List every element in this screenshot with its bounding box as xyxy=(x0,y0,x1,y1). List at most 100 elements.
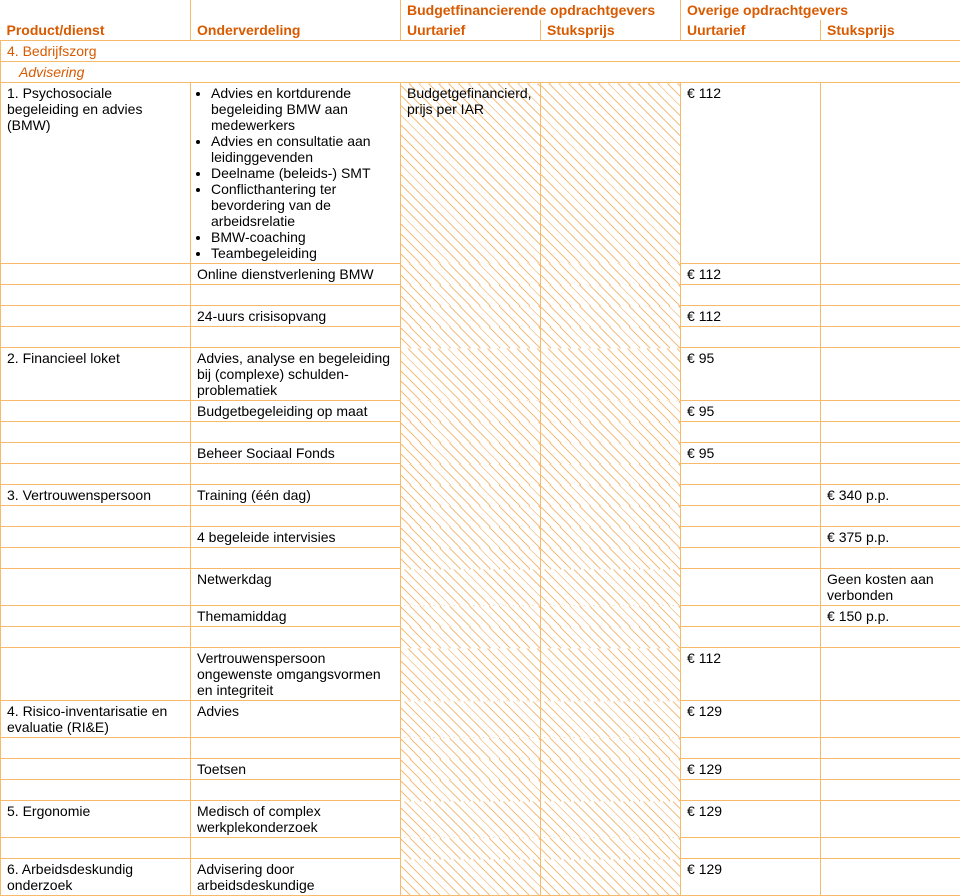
cell-product: 6. Arbeidsdeskundig onderzoek xyxy=(1,859,191,896)
cell-overige-uurtarief: € 95 xyxy=(681,401,821,422)
cell-budget-uurtarief xyxy=(401,327,541,348)
cell-budget-uurtarief xyxy=(401,485,541,506)
table-row: Themamiddag € 150 p.p. xyxy=(1,606,960,627)
cell-overige-uurtarief xyxy=(681,838,821,859)
cell-onderverdeling: 24-uurs crisisopvang xyxy=(191,306,401,327)
cell-overige-stuksprijs xyxy=(821,759,960,780)
table-row xyxy=(1,838,960,859)
cell-overige-stuksprijs xyxy=(821,464,960,485)
cell-product: 1. Psychosociale begeleiding en advies (… xyxy=(1,83,191,264)
cell-overige-stuksprijs xyxy=(821,348,960,401)
cell-overige-uurtarief xyxy=(681,627,821,648)
cell-onderverdeling: Advies xyxy=(191,701,401,738)
cell-overige-uurtarief xyxy=(681,569,821,606)
cell-overige-stuksprijs xyxy=(821,859,960,896)
cell-budget-uurtarief xyxy=(401,464,541,485)
cell-budget-stuksprijs xyxy=(541,306,681,327)
table-row: 2. Financieel loket Advies, analyse en b… xyxy=(1,348,960,401)
cell-overige-uurtarief: € 129 xyxy=(681,801,821,838)
cell-overige-uurtarief: € 112 xyxy=(681,306,821,327)
cell-budget-stuksprijs xyxy=(541,285,681,306)
cell-product xyxy=(1,264,191,285)
cell-budget-uurtarief xyxy=(401,401,541,422)
table-row xyxy=(1,780,960,801)
table-row: Toetsen € 129 xyxy=(1,759,960,780)
cell-product xyxy=(1,569,191,606)
cell-budget-uurtarief xyxy=(401,606,541,627)
cell-overige-stuksprijs xyxy=(821,306,960,327)
cell-onderverdeling xyxy=(191,422,401,443)
cell-onderverdeling: Advisering door arbeidsdeskundige xyxy=(191,859,401,896)
table-row: 6. Arbeidsdeskundig onderzoek Advisering… xyxy=(1,859,960,896)
cell-product xyxy=(1,627,191,648)
cell-onderverdeling: Vertrouwenspersoon ongewenste omgangsvor… xyxy=(191,648,401,701)
cell-overige-uurtarief: € 112 xyxy=(681,648,821,701)
cell-overige-uurtarief: € 129 xyxy=(681,759,821,780)
cell-onderverdeling: 4 begeleide intervisies xyxy=(191,527,401,548)
col-budget-uurtarief: Uurtarief xyxy=(401,20,541,41)
cell-budget-uurtarief xyxy=(401,264,541,285)
cell-product xyxy=(1,606,191,627)
cell-overige-uurtarief xyxy=(681,506,821,527)
cell-overige-uurtarief xyxy=(681,738,821,759)
cell-onderverdeling: Online dienstverlening BMW xyxy=(191,264,401,285)
list-item: Advies en consultatie aan leidinggevende… xyxy=(211,133,394,165)
table-row xyxy=(1,422,960,443)
cell-onderverdeling: Budgetbegeleiding op maat xyxy=(191,401,401,422)
cell-onderverdeling xyxy=(191,464,401,485)
cell-product: 5. Ergonomie xyxy=(1,801,191,838)
cell-onderverdeling: Advies en kortdurende begeleiding BMW aa… xyxy=(191,83,401,264)
cell-budget-stuksprijs xyxy=(541,627,681,648)
cell-overige-stuksprijs xyxy=(821,443,960,464)
table-row xyxy=(1,285,960,306)
cell-budget-uurtarief xyxy=(401,548,541,569)
cell-product xyxy=(1,443,191,464)
cell-overige-uurtarief: € 129 xyxy=(681,701,821,738)
cell-product xyxy=(1,838,191,859)
cell-product xyxy=(1,527,191,548)
table-row: 5. Ergonomie Medisch of complex werkplek… xyxy=(1,801,960,838)
section-subtitle: Advisering xyxy=(1,62,960,83)
list-item: Teambegeleiding xyxy=(211,245,394,261)
cell-product xyxy=(1,285,191,306)
cell-overige-stuksprijs: Geen kosten aan verbonden xyxy=(821,569,960,606)
cell-overige-stuksprijs: € 375 p.p. xyxy=(821,527,960,548)
cell-budget-stuksprijs xyxy=(541,801,681,838)
cell-budget-uurtarief xyxy=(401,801,541,838)
cell-budget-uurtarief: Budgetgefinancierd, prijs per IAR xyxy=(401,83,541,264)
cell-budget-stuksprijs xyxy=(541,485,681,506)
col-onderverdeling: Onderverdeling xyxy=(191,0,401,41)
cell-budget-uurtarief xyxy=(401,780,541,801)
list-item: Conflicthantering ter bevordering van de… xyxy=(211,181,394,229)
col-overige-stuksprijs: Stuksprijs xyxy=(821,20,960,41)
table-row: Budgetbegeleiding op maat € 95 xyxy=(1,401,960,422)
cell-overige-stuksprijs xyxy=(821,627,960,648)
table-row xyxy=(1,738,960,759)
cell-budget-stuksprijs xyxy=(541,264,681,285)
cell-budget-uurtarief xyxy=(401,738,541,759)
cell-onderverdeling: Advies, analyse en begeleiding bij (comp… xyxy=(191,348,401,401)
cell-overige-stuksprijs xyxy=(821,506,960,527)
cell-overige-stuksprijs xyxy=(821,83,960,264)
cell-budget-stuksprijs xyxy=(541,606,681,627)
cell-onderverdeling xyxy=(191,780,401,801)
cell-product xyxy=(1,738,191,759)
table-row: 4. Risico-inventarisatie en evaluatie (R… xyxy=(1,701,960,738)
cell-budget-uurtarief xyxy=(401,838,541,859)
cell-budget-stuksprijs xyxy=(541,506,681,527)
cell-budget-stuksprijs xyxy=(541,548,681,569)
table-row: Online dienstverlening BMW € 112 xyxy=(1,264,960,285)
cell-product: 4. Risico-inventarisatie en evaluatie (R… xyxy=(1,701,191,738)
cell-overige-stuksprijs xyxy=(821,648,960,701)
cell-budget-stuksprijs xyxy=(541,348,681,401)
cell-overige-uurtarief xyxy=(681,485,821,506)
table-row: 1. Psychosociale begeleiding en advies (… xyxy=(1,83,960,264)
cell-onderverdeling xyxy=(191,285,401,306)
cell-onderverdeling: Themamiddag xyxy=(191,606,401,627)
list-item: Advies en kortdurende begeleiding BMW aa… xyxy=(211,85,394,133)
cell-product: 3. Vertrouwenspersoon xyxy=(1,485,191,506)
table-row xyxy=(1,627,960,648)
cell-product xyxy=(1,401,191,422)
cell-budget-stuksprijs xyxy=(541,738,681,759)
cell-budget-stuksprijs xyxy=(541,569,681,606)
